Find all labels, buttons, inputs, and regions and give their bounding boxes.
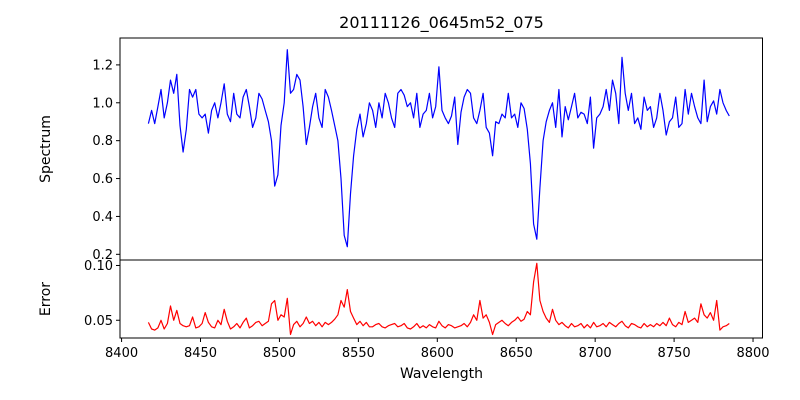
y-tick-label: 1.0: [92, 96, 113, 111]
y-tick-label: 1.2: [92, 58, 113, 73]
y-tick-label: 0.4: [92, 210, 113, 225]
spectrum-line: [147, 49, 730, 248]
y-tick-label: 0.10: [84, 259, 113, 274]
x-tick-label: 8650: [500, 346, 533, 361]
error-line: [147, 262, 730, 336]
x-tick-label: 8500: [263, 346, 296, 361]
chart-title: 20111126_0645m52_075: [339, 13, 544, 32]
y-tick-label: 0.2: [92, 248, 113, 263]
axes-frame-error: [119, 259, 763, 339]
y-tick-label: 0.05: [84, 314, 113, 329]
x-tick-label: 8700: [579, 346, 612, 361]
y-tick-label: 0.6: [92, 172, 113, 187]
x-tick-label: 8450: [184, 346, 217, 361]
x-tick-label: 8800: [736, 346, 769, 361]
axes-frame-spectrum: [119, 37, 763, 261]
x-tick-label: 8600: [421, 346, 454, 361]
x-axis-label-wavelength: Wavelength: [399, 366, 484, 382]
x-tick-label: 8400: [105, 346, 138, 361]
y-tick-label: 0.8: [92, 134, 113, 149]
x-tick-label: 8550: [342, 346, 375, 361]
x-tick-label: 8750: [658, 346, 691, 361]
